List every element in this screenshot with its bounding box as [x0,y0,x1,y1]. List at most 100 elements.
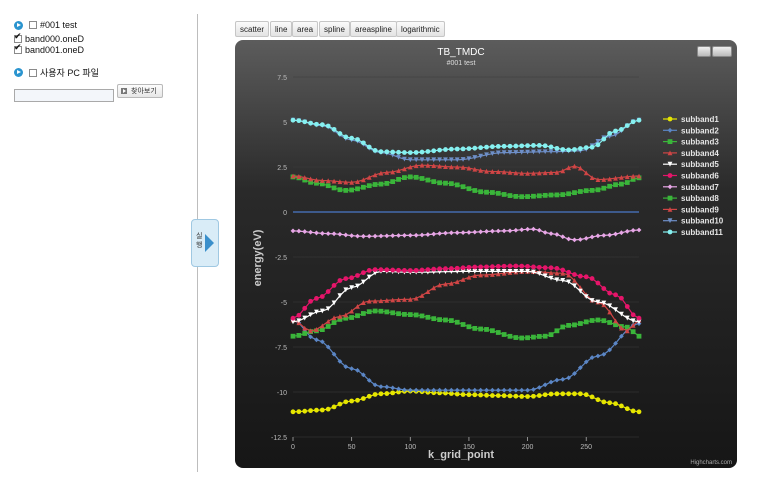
data-point[interactable] [560,234,566,240]
data-point[interactable] [349,275,355,281]
data-point[interactable] [384,309,390,315]
data-point[interactable] [337,359,343,364]
data-point[interactable] [572,147,577,152]
data-point[interactable] [325,324,331,329]
data-point[interactable] [636,315,642,321]
data-point[interactable] [407,233,413,238]
legend-marker[interactable] [667,229,673,235]
data-point[interactable] [489,269,495,274]
data-point[interactable] [372,182,378,187]
data-point[interactable] [531,170,536,176]
data-point[interactable] [454,146,460,152]
data-point[interactable] [595,397,601,403]
legend-marker[interactable] [667,116,673,122]
data-point[interactable] [560,270,566,276]
data-point[interactable] [325,289,331,294]
data-point[interactable] [325,344,331,350]
data-point[interactable] [314,177,319,183]
data-point[interactable] [630,176,636,182]
data-point[interactable] [308,229,313,235]
data-point[interactable] [384,181,390,186]
data-point[interactable] [636,319,642,325]
data-point[interactable] [460,387,466,393]
legend-marker[interactable] [667,184,673,190]
data-point[interactable] [413,267,419,273]
data-point[interactable] [407,296,413,302]
data-point[interactable] [443,266,448,272]
data-point[interactable] [536,170,542,176]
data-point[interactable] [425,162,431,168]
data-point[interactable] [331,283,337,288]
data-point[interactable] [466,146,472,152]
data-point[interactable] [360,300,366,305]
data-point[interactable] [519,149,525,155]
data-point[interactable] [566,375,572,381]
data-point[interactable] [296,118,302,124]
data-point[interactable] [589,276,595,281]
data-point[interactable] [636,117,642,123]
data-point[interactable] [531,143,536,148]
data-point[interactable] [484,264,489,270]
data-point[interactable] [290,319,296,325]
data-point[interactable] [489,151,495,157]
data-point[interactable] [314,327,319,332]
data-point[interactable] [355,179,360,185]
data-point[interactable] [624,324,630,330]
print-icon[interactable] [697,46,711,57]
data-point[interactable] [513,150,519,155]
data-point[interactable] [589,144,595,150]
data-point[interactable] [360,140,366,146]
data-point[interactable] [425,289,431,295]
data-point[interactable] [443,164,448,169]
data-point[interactable] [548,170,554,175]
data-point[interactable] [554,277,560,283]
data-point[interactable] [472,145,478,151]
data-point[interactable] [624,304,630,309]
data-point[interactable] [472,269,478,274]
data-point[interactable] [478,189,484,195]
data-point[interactable] [589,188,595,193]
data-point[interactable] [601,136,607,142]
data-point[interactable] [495,271,501,277]
data-point[interactable] [413,157,419,163]
data-point[interactable] [366,233,372,239]
data-point[interactable] [548,275,554,281]
data-point[interactable] [431,266,437,272]
data-point[interactable] [384,233,390,239]
data-point[interactable] [372,233,378,239]
data-point[interactable] [296,409,302,415]
data-point[interactable] [319,327,325,332]
data-point[interactable] [601,318,607,324]
data-point[interactable] [501,332,507,337]
data-point[interactable] [413,295,419,301]
data-point[interactable] [589,318,595,323]
data-point[interactable] [419,387,425,393]
data-point[interactable] [431,231,437,237]
data-point[interactable] [624,174,630,180]
data-point[interactable] [390,385,396,391]
data-point[interactable] [554,328,560,334]
data-point[interactable] [396,168,401,173]
data-point[interactable] [396,149,401,155]
data-point[interactable] [583,170,589,176]
data-point[interactable] [302,408,308,414]
legend-item-subband11[interactable]: subband11 [663,228,723,237]
data-point[interactable] [437,282,443,288]
data-point[interactable] [542,143,548,149]
line-button[interactable]: line [270,21,293,37]
data-point[interactable] [560,168,566,174]
data-point[interactable] [366,174,372,180]
data-point[interactable] [296,228,302,234]
data-point[interactable] [454,265,460,271]
data-point[interactable] [519,143,525,149]
data-point[interactable] [572,272,577,277]
data-point[interactable] [613,292,618,298]
data-point[interactable] [337,179,343,185]
data-point[interactable] [478,272,484,278]
data-point[interactable] [519,263,525,269]
data-point[interactable] [360,177,366,183]
band001-checkbox[interactable] [14,43,22,54]
data-point[interactable] [355,313,360,319]
data-point[interactable] [454,279,460,285]
data-point[interactable] [460,322,466,327]
